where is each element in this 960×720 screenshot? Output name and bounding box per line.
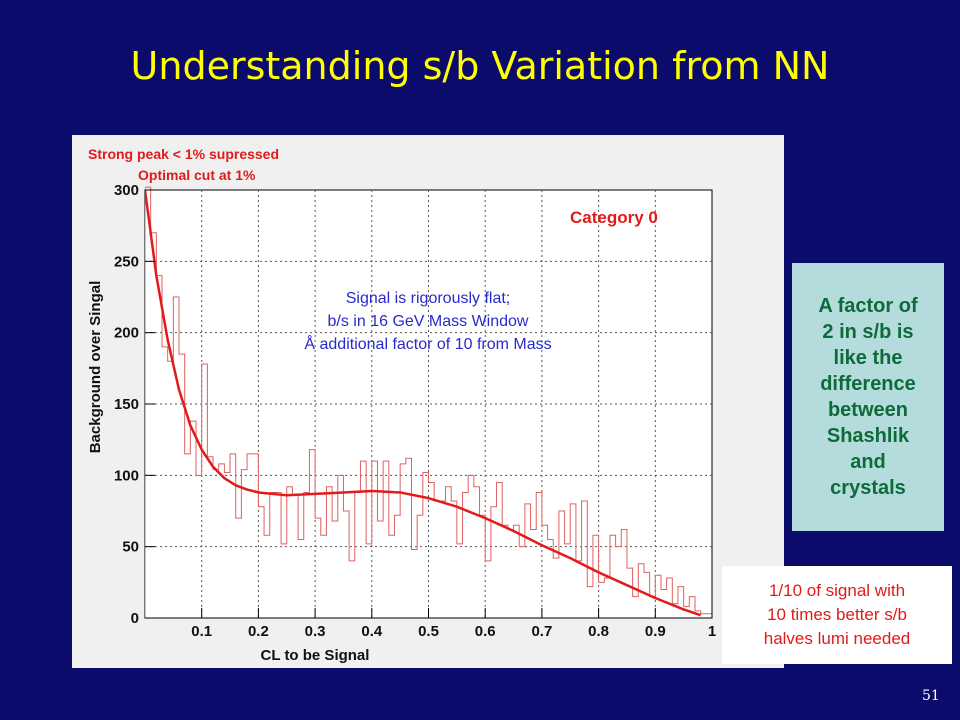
lumi-box-text: 1/10 of signal with 10 times better s/b … [764, 579, 910, 651]
factor-line: between [827, 399, 908, 421]
x-tick-label: 0.9 [645, 623, 666, 640]
factor-line: 2 in s/b is [822, 321, 914, 343]
factor-box: A factor of 2 in s/b is like the differe… [792, 263, 944, 531]
arrow-symbol: Å [304, 336, 316, 353]
lumi-line: 1/10 of signal with [768, 581, 906, 600]
fit-curve [145, 189, 702, 617]
y-tick-label: 250 [114, 253, 139, 270]
x-tick-label: 0.3 [305, 623, 326, 640]
signal-note-text: additional factor of 10 from Mass [319, 336, 552, 353]
signal-note-line: Å additional factor of 10 from Mass [238, 333, 618, 356]
signal-note: Signal is rigorously flat; b/s in 16 GeV… [238, 287, 618, 356]
y-tick-label: 0 [131, 610, 139, 627]
lumi-line: 10 times better s/b [767, 605, 907, 624]
factor-line: like the [833, 347, 903, 369]
x-tick-label: 0.2 [248, 623, 269, 640]
x-tick-label: 1 [708, 623, 716, 640]
page-number: 51 [922, 688, 940, 704]
factor-line: and [850, 451, 886, 473]
factor-line: Shashlik [826, 425, 910, 447]
lumi-box: 1/10 of signal with 10 times better s/b … [722, 566, 952, 664]
note-strong-peak: Strong peak < 1% supressed [88, 146, 280, 162]
y-tick-label: 150 [114, 396, 139, 413]
signal-note-line: Signal is rigorously flat; [345, 290, 511, 307]
y-axis-label: Background over Singal [87, 281, 104, 454]
x-tick-label: 0.7 [531, 623, 552, 640]
factor-line: difference [820, 373, 916, 395]
y-tick-label: 300 [114, 182, 139, 199]
histogram-series [145, 186, 712, 618]
factor-line: A factor of [818, 295, 918, 317]
y-tick-label: 50 [122, 539, 139, 556]
x-tick-label: 0.5 [418, 623, 439, 640]
y-tick-label: 100 [114, 467, 139, 484]
category-label: Category 0 [570, 208, 658, 227]
lumi-line: halves lumi needed [763, 629, 911, 648]
x-tick-label: 0.6 [475, 623, 496, 640]
y-tick-label: 200 [114, 325, 139, 342]
x-tick-label: 0.4 [361, 623, 383, 640]
slide-title: Understanding s/b Variation from NN [130, 44, 830, 88]
factor-line: crystals [830, 477, 906, 499]
factor-box-text: A factor of 2 in s/b is like the differe… [818, 293, 917, 501]
x-axis-label: CL to be Signal [261, 647, 370, 664]
signal-note-line: b/s in 16 GeV Mass Window [327, 313, 529, 330]
x-tick-label: 0.8 [588, 623, 609, 640]
note-optimal-cut: Optimal cut at 1% [138, 167, 256, 183]
x-tick-label: 0.1 [191, 623, 212, 640]
